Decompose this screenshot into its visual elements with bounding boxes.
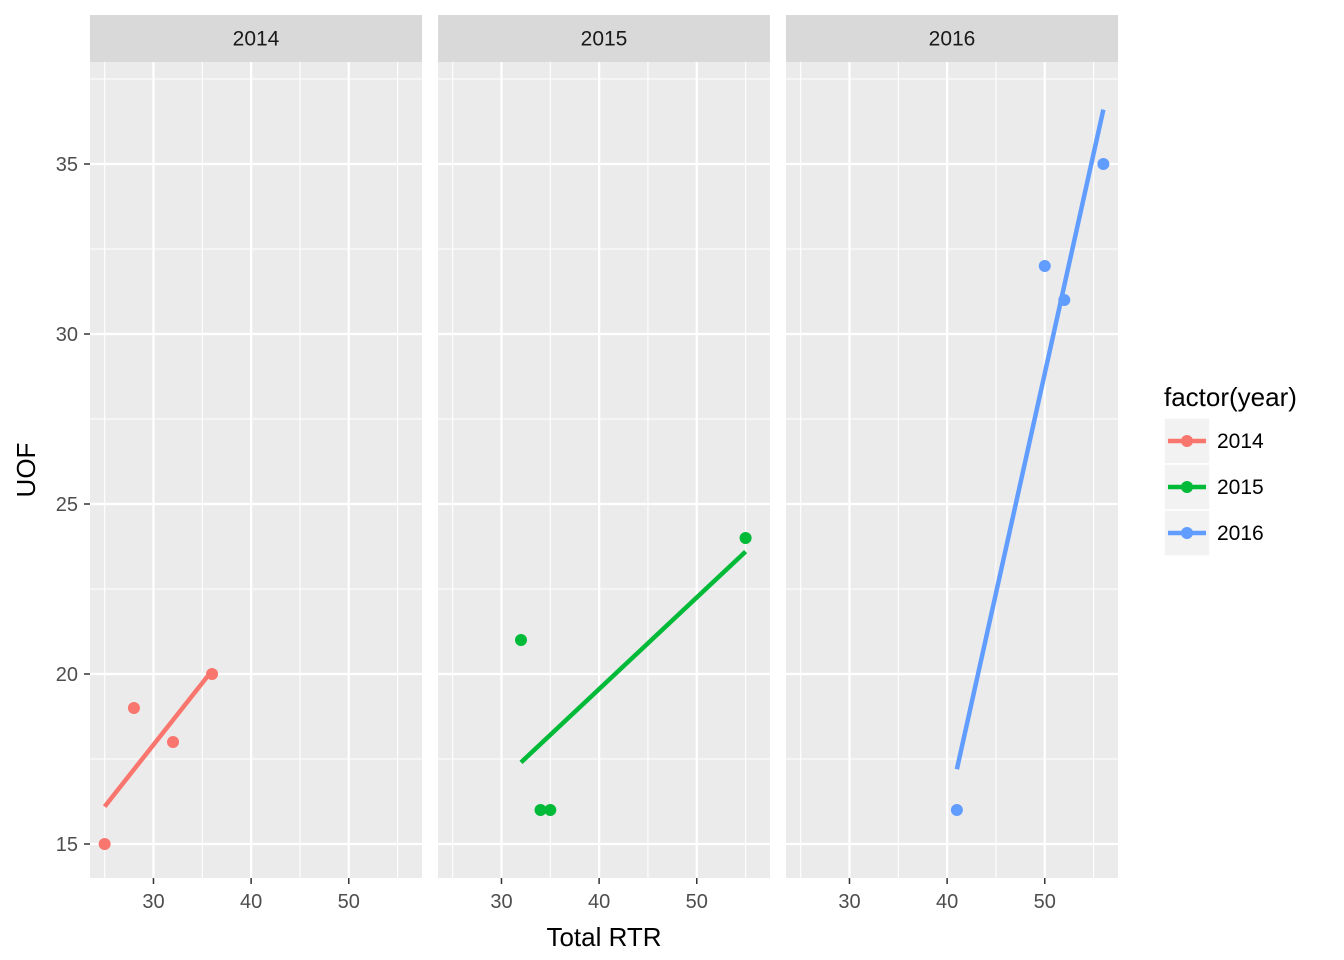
y-tick-label: 30 [56,324,78,346]
facet-strip-label: 2015 [581,28,628,51]
fit-line-2016 [954,109,1106,770]
x-tick-label: 50 [1034,891,1056,913]
legend-label: 2016 [1217,522,1264,545]
series-2016 [950,109,1110,816]
data-point-2014 [167,736,179,748]
data-point-2015 [739,532,752,544]
data-point-2014 [206,668,219,680]
x-axis-2016: 30 40 50 [838,878,1056,913]
legend-label: 2015 [1217,476,1264,499]
facet-panel-2014: 2014 [90,15,422,878]
x-tick-label: 30 [142,891,164,913]
data-point-2016 [1097,158,1110,170]
x-tick-label: 40 [588,891,610,913]
facet-panels: 2014 2015 2016 [90,15,1118,878]
y-tick-label: 15 [56,834,78,856]
panel-background [786,62,1118,878]
facet-strip [438,15,770,62]
data-point-2016 [1038,260,1051,272]
x-axis-2015: 30 40 50 [490,878,708,913]
y-axis: 15 20 25 30 35 [56,154,90,856]
y-tick-label: 25 [56,494,78,516]
facet-panel-2016: 2016 [786,15,1118,878]
data-point-2015 [515,634,527,646]
y-axis-title: UOF [11,443,41,498]
facet-panel-2015: 2015 [438,15,770,878]
fit-line-2014 [102,669,214,808]
legend-key-point [1181,481,1193,493]
data-point-2014 [127,702,140,714]
data-point-2015 [534,804,547,816]
x-tick-label: 30 [838,891,860,913]
y-tick-label: 20 [56,664,78,686]
legend-key-point [1181,527,1193,539]
legend-label: 2014 [1217,430,1264,453]
legend-key-point [1181,435,1193,447]
legend-item-2015: 2015 [1163,463,1264,511]
x-tick-label: 50 [338,891,360,913]
panel-background [438,62,770,878]
legend-item-2014: 2014 [1163,417,1264,465]
x-tick-label: 30 [490,891,512,913]
facet-strip-label: 2016 [929,28,976,51]
legend-item-2016: 2016 [1163,509,1264,557]
data-point-2016 [950,804,963,816]
x-tick-label: 40 [240,891,262,913]
data-point-2014 [98,838,111,850]
series-2015 [515,532,752,816]
data-point-2015 [544,804,557,816]
y-tick-label: 35 [56,154,78,176]
facet-strip [90,15,422,62]
series-2014 [98,668,219,850]
facet-strip [786,15,1118,62]
data-point-2016 [1058,294,1071,306]
panel-background [90,62,422,878]
x-axis-2014: 30 40 50 [142,878,360,913]
x-axis-title: Total RTR [546,922,661,952]
x-tick-label: 50 [686,891,708,913]
x-tick-label: 40 [936,891,958,913]
x-axes: 30 40 50 30 40 50 30 40 50 [142,878,1056,913]
fit-line-2015 [519,549,748,765]
legend: factor(year) 2014 2015 2016 [1163,382,1297,557]
legend-title: factor(year) [1164,382,1297,412]
facet-strip-label: 2014 [233,28,280,51]
